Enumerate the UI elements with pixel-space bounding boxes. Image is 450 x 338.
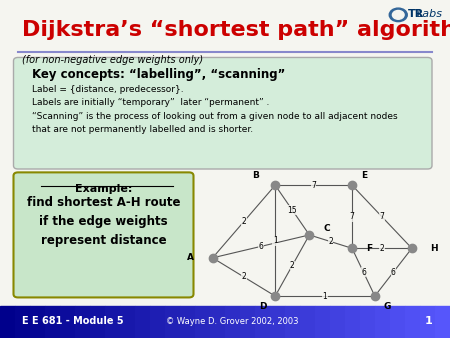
- Text: E E 681 - Module 5: E E 681 - Module 5: [22, 316, 124, 326]
- Text: B: B: [252, 171, 259, 180]
- Text: find shortest A-H route
if the edge weights
represent distance: find shortest A-H route if the edge weig…: [27, 196, 180, 247]
- Text: (for non-negative edge weights only): (for non-negative edge weights only): [22, 55, 203, 65]
- Text: Key concepts: “labelling”, “scanning”: Key concepts: “labelling”, “scanning”: [32, 68, 285, 80]
- Bar: [195, 306, 210, 338]
- Text: 1: 1: [424, 316, 432, 326]
- Bar: [75, 306, 90, 338]
- Bar: [270, 306, 285, 338]
- Text: D: D: [259, 303, 267, 311]
- Text: 7: 7: [350, 212, 355, 221]
- Bar: [120, 306, 135, 338]
- Circle shape: [389, 8, 407, 22]
- Text: 2: 2: [328, 237, 333, 246]
- Text: 15: 15: [288, 206, 297, 215]
- Text: 2: 2: [290, 261, 295, 270]
- Text: F: F: [366, 244, 372, 253]
- Bar: [390, 306, 405, 338]
- Bar: [345, 306, 360, 338]
- Circle shape: [392, 10, 404, 19]
- Bar: [240, 306, 255, 338]
- Bar: [45, 306, 60, 338]
- Bar: [90, 306, 105, 338]
- Text: 7: 7: [379, 212, 384, 221]
- Bar: [375, 306, 390, 338]
- Text: H: H: [430, 244, 437, 253]
- Bar: [180, 306, 195, 338]
- Bar: [405, 306, 420, 338]
- Bar: [300, 306, 315, 338]
- Text: “Scanning” is the process of looking out from a given node to all adjacent nodes: “Scanning” is the process of looking out…: [32, 112, 397, 134]
- Bar: [15, 306, 30, 338]
- Bar: [165, 306, 180, 338]
- Text: 2: 2: [242, 217, 246, 226]
- Bar: [30, 306, 45, 338]
- Bar: [285, 306, 300, 338]
- Text: G: G: [383, 303, 391, 311]
- Text: A: A: [187, 254, 194, 262]
- Bar: [0, 306, 15, 338]
- FancyBboxPatch shape: [14, 57, 432, 169]
- Text: Labs: Labs: [416, 8, 442, 19]
- Bar: [420, 306, 435, 338]
- Bar: [255, 306, 270, 338]
- Text: 6: 6: [361, 268, 366, 277]
- Text: Example:: Example:: [75, 184, 132, 194]
- Text: 7: 7: [311, 181, 316, 190]
- Bar: [150, 306, 165, 338]
- Bar: [435, 306, 450, 338]
- Text: 2: 2: [380, 244, 384, 253]
- Bar: [210, 306, 225, 338]
- Bar: [330, 306, 345, 338]
- Text: Label = {distance, predecessor}.
Labels are initially “temporary”  later “perman: Label = {distance, predecessor}. Labels …: [32, 85, 269, 107]
- Bar: [225, 306, 240, 338]
- Bar: [360, 306, 375, 338]
- Text: © Wayne D. Grover 2002, 2003: © Wayne D. Grover 2002, 2003: [166, 317, 299, 325]
- Bar: [135, 306, 150, 338]
- Text: 1: 1: [323, 292, 328, 300]
- Text: 2: 2: [242, 272, 246, 282]
- Bar: [105, 306, 120, 338]
- Text: TR: TR: [408, 8, 424, 19]
- Text: 6: 6: [259, 242, 263, 251]
- Text: C: C: [323, 224, 330, 233]
- Text: Dijkstra’s “shortest path” algorithm: Dijkstra’s “shortest path” algorithm: [22, 20, 450, 41]
- Text: 1: 1: [273, 236, 278, 245]
- Text: E: E: [361, 171, 367, 180]
- Bar: [60, 306, 75, 338]
- Bar: [315, 306, 330, 338]
- FancyBboxPatch shape: [14, 172, 194, 297]
- Text: 6: 6: [391, 268, 396, 277]
